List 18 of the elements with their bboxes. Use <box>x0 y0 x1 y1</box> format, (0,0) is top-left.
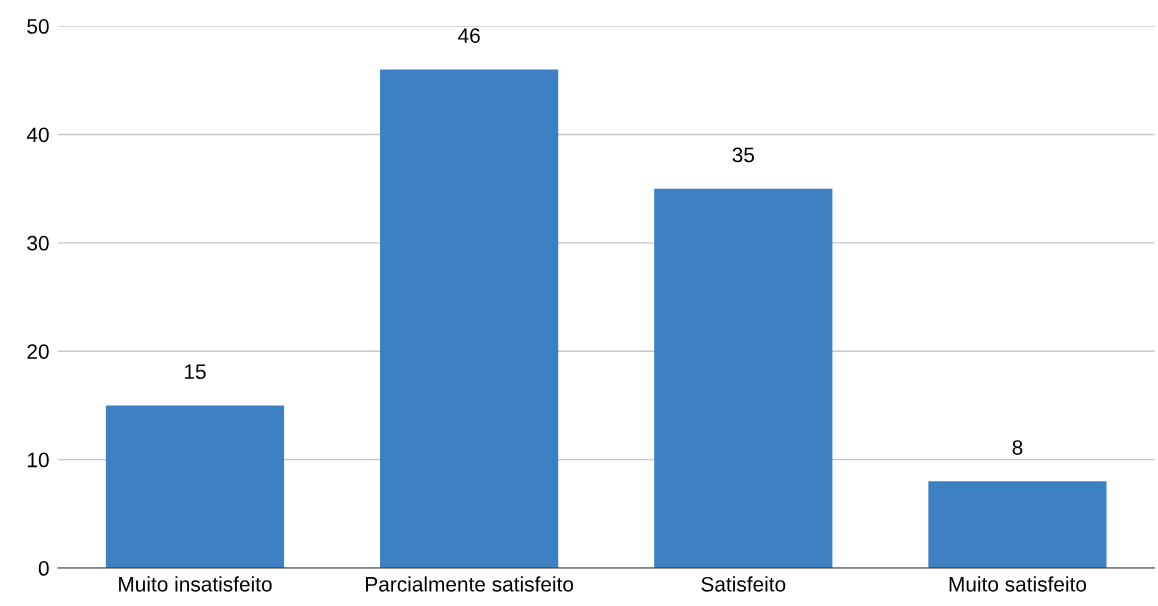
y-tick-label: 30 <box>27 235 49 251</box>
x-tick-label: Satisfeito <box>701 576 786 592</box>
x-tick-label: Muito insatisfeito <box>119 576 272 592</box>
bar <box>928 481 1107 568</box>
y-tick-label: 0 <box>38 561 49 576</box>
x-tick-label: Parcialmente satisfeito <box>366 576 574 592</box>
data-label: 8 <box>1012 440 1023 455</box>
bar <box>654 188 833 568</box>
y-tick-label: 20 <box>27 344 49 359</box>
data-label: 35 <box>732 147 755 163</box>
bar <box>380 69 559 568</box>
x-tick-label: Muito satisfeito <box>949 576 1087 592</box>
y-tick-label: 50 <box>27 19 49 34</box>
y-tick-label: 10 <box>27 452 49 468</box>
bar <box>105 405 285 568</box>
data-label: 15 <box>184 364 206 380</box>
data-label: 46 <box>458 28 480 44</box>
y-tick-label: 40 <box>26 127 49 143</box>
